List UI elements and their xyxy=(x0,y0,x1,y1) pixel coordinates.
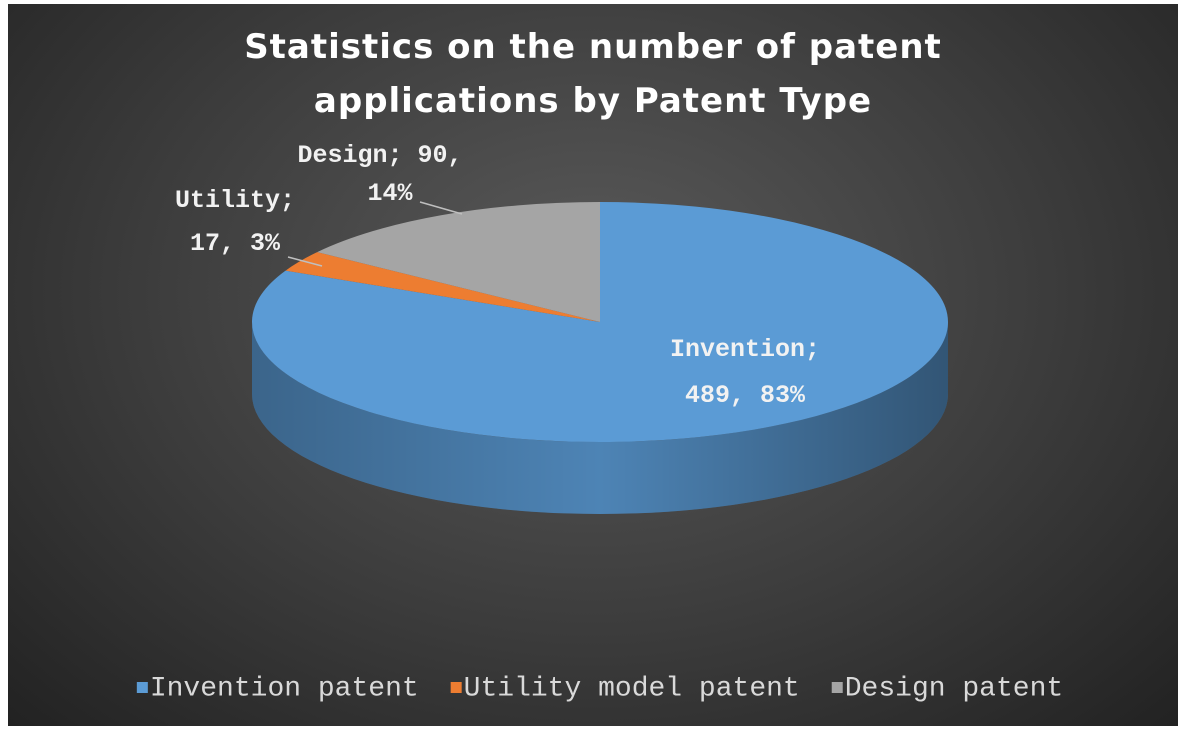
data-label: 14% xyxy=(367,179,413,208)
data-label: Invention; xyxy=(670,335,820,364)
legend-label: Utility model patent xyxy=(464,673,800,704)
legend-swatch xyxy=(136,682,148,693)
data-label: Utility; xyxy=(175,186,295,215)
legend-label: Invention patent xyxy=(150,673,419,704)
data-label: 17, 3% xyxy=(190,229,281,258)
slice-side-shade xyxy=(252,322,948,514)
slice xyxy=(317,202,600,322)
data-label: 489, 83% xyxy=(685,381,806,410)
leader-line xyxy=(287,256,323,267)
legend: Invention patent Utility model patent Desi… xyxy=(136,673,1063,704)
legend-label: Design patent xyxy=(845,673,1063,704)
chart-title: Statistics on the number of patent appli… xyxy=(244,27,942,121)
slice xyxy=(285,252,600,322)
slice xyxy=(252,202,949,443)
legend-swatch xyxy=(450,682,462,693)
legend-swatch xyxy=(831,682,843,693)
data-label: Design; 90, xyxy=(297,141,462,170)
leader-line xyxy=(419,201,463,215)
